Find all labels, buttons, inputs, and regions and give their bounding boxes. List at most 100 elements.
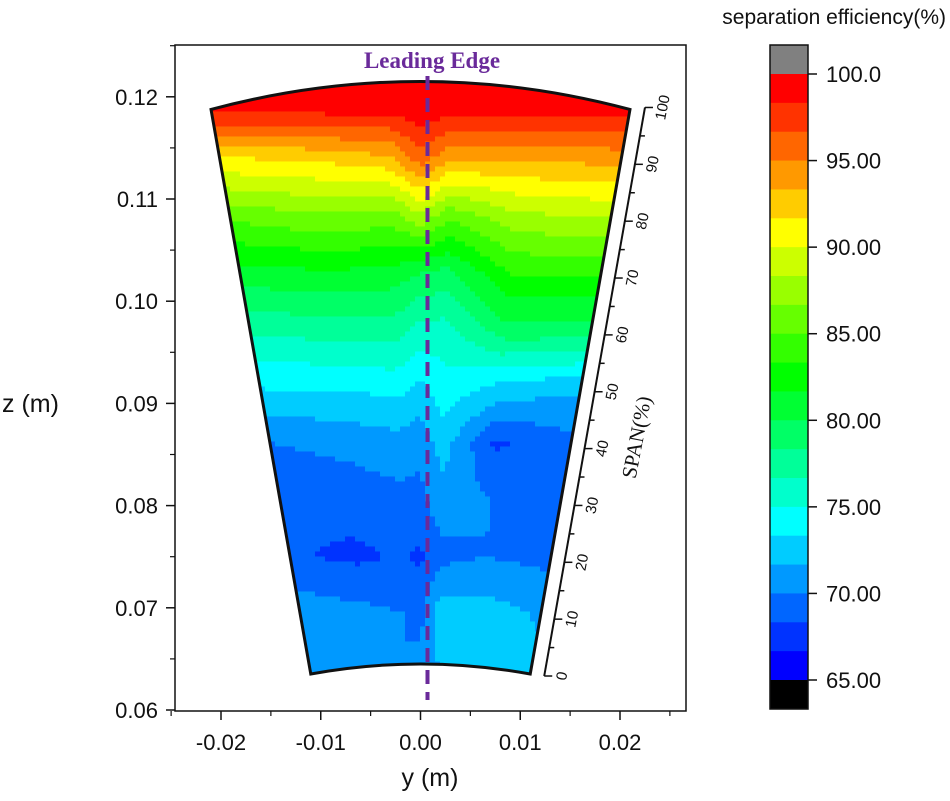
contour-cell <box>395 181 401 188</box>
contour-cell <box>285 286 291 293</box>
contour-cell <box>380 286 386 293</box>
contour-cell <box>405 151 411 158</box>
contour-cell <box>585 136 591 143</box>
contour-cell <box>555 121 561 128</box>
contour-cell <box>380 166 386 173</box>
contour-cell <box>430 316 436 323</box>
contour-cell <box>270 206 276 213</box>
contour-cell <box>570 306 576 313</box>
contour-cell <box>510 241 516 248</box>
contour-cell <box>585 196 591 203</box>
contour-cell <box>365 101 371 108</box>
contour-cell <box>330 181 336 188</box>
contour-cell <box>365 201 371 208</box>
contour-cell <box>320 151 326 158</box>
contour-cell <box>375 236 381 243</box>
contour-cell <box>430 301 436 308</box>
contour-cell <box>345 301 351 308</box>
contour-cell <box>510 301 516 308</box>
contour-cell <box>270 211 276 218</box>
contour-cell <box>385 186 391 193</box>
contour-cell <box>290 146 296 153</box>
contour-cell <box>450 226 456 233</box>
contour-cell <box>335 221 341 228</box>
contour-cell <box>520 126 526 133</box>
contour-cell <box>520 271 526 278</box>
contour-cell <box>395 186 401 193</box>
contour-cell <box>310 96 316 103</box>
contour-cell <box>570 241 576 248</box>
contour-cell <box>430 181 436 188</box>
contour-cell <box>300 106 306 113</box>
contour-cell <box>305 226 311 233</box>
contour-cell <box>410 191 416 198</box>
contour-cell <box>560 316 566 323</box>
contour-cell <box>490 261 496 268</box>
contour-cell <box>600 201 606 208</box>
contour-cell <box>525 236 531 243</box>
contour-cell <box>325 86 331 93</box>
contour-cell <box>525 146 531 153</box>
contour-cell <box>370 256 376 263</box>
contour-cell <box>515 131 521 138</box>
contour-cell <box>595 161 601 168</box>
contour-cell <box>385 286 391 293</box>
contour-cell <box>360 226 366 233</box>
contour-cell <box>545 106 551 113</box>
contour-cell <box>515 211 521 218</box>
contour-cell <box>300 96 306 103</box>
contour-cell <box>530 111 536 118</box>
contour-cell <box>460 136 466 143</box>
contour-cell <box>310 256 316 263</box>
contour-cell <box>585 266 591 273</box>
contour-cell <box>580 266 586 273</box>
contour-cell <box>410 156 416 163</box>
contour-cell <box>505 106 511 113</box>
contour-cell <box>235 216 241 223</box>
contour-cell <box>580 151 586 158</box>
contour-cell <box>410 121 416 128</box>
contour-cell <box>585 121 591 128</box>
contour-cell <box>510 226 516 233</box>
contour-cell <box>265 121 271 128</box>
contour-cell <box>320 316 326 323</box>
contour-cell <box>560 136 566 143</box>
contour-cell <box>350 176 356 183</box>
contour-cell <box>575 226 581 233</box>
contour-cell <box>345 136 351 143</box>
contour-cell <box>335 171 341 178</box>
contour-cell <box>590 146 596 153</box>
contour-cell <box>460 246 466 253</box>
contour-cell <box>595 136 601 143</box>
contour-cell <box>300 131 306 138</box>
contour-cell <box>340 246 346 253</box>
contour-cell <box>310 161 316 168</box>
contour-cell <box>495 201 501 208</box>
contour-cell <box>470 306 476 313</box>
contour-cell <box>495 301 501 308</box>
contour-cell <box>490 126 496 133</box>
contour-cell <box>545 96 551 103</box>
contour-cell <box>460 251 466 258</box>
contour-cell <box>375 251 381 258</box>
contour-cell <box>290 231 296 238</box>
contour-cell <box>385 226 391 233</box>
contour-cell <box>430 91 436 98</box>
contour-cell <box>550 226 556 233</box>
contour-cell <box>335 201 341 208</box>
contour-cell <box>560 161 566 168</box>
contour-cell <box>290 176 296 183</box>
contour-cell <box>410 126 416 133</box>
contour-cell <box>450 296 456 303</box>
contour-cell <box>240 146 246 153</box>
contour-cell <box>390 306 396 313</box>
contour-cell <box>290 221 296 228</box>
contour-cell <box>240 201 246 208</box>
contour-cell <box>540 276 546 283</box>
contour-cell <box>275 156 281 163</box>
contour-cell <box>520 266 526 273</box>
contour-cell <box>290 181 296 188</box>
contour-cell <box>400 201 406 208</box>
contour-cell <box>295 261 301 268</box>
contour-cell <box>540 106 546 113</box>
